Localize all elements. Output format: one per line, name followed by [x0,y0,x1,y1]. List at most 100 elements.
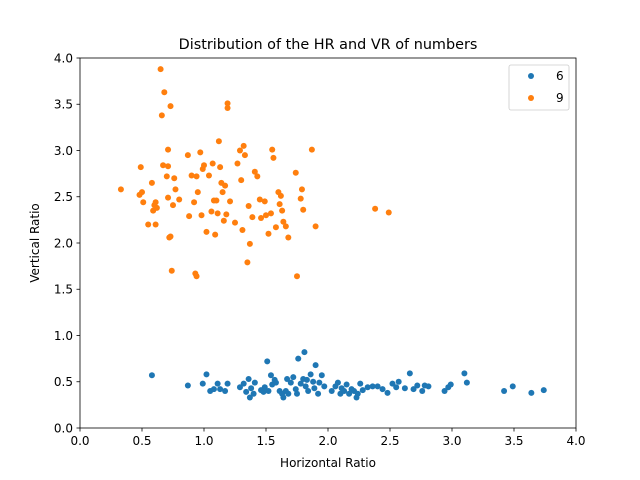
data-point [308,146,315,153]
data-point [301,349,308,356]
data-point [251,379,258,386]
data-point [249,214,256,221]
data-point [280,218,287,225]
data-point [236,147,243,154]
y-tick-label: 1.5 [54,283,73,297]
data-point [240,380,247,387]
x-tick-label: 1.0 [194,434,213,448]
data-point [203,371,210,378]
data-point [219,189,226,196]
data-point [540,387,547,394]
data-point [265,388,272,394]
data-point [214,380,221,387]
data-point [509,383,516,390]
y-tick-label: 2.0 [54,236,73,250]
data-point [140,199,147,206]
data-point [312,223,319,230]
data-point [501,388,508,394]
y-axis-label: Vertical Ratio [28,203,42,283]
data-point [168,267,175,274]
data-point [410,386,417,393]
data-point [385,209,392,216]
data-point [357,380,364,387]
data-point [372,205,379,212]
data-point [300,206,307,213]
data-point [447,381,454,388]
data-point [393,384,400,391]
data-point [294,390,300,397]
data-point [298,186,305,193]
data-point [224,380,231,387]
data-point [282,223,289,230]
data-point [188,172,195,179]
data-point [280,394,287,401]
data-point [186,213,193,220]
data-point [318,372,325,379]
data-point [213,197,220,204]
data-point [208,208,215,215]
data-point [198,212,205,219]
data-point [163,173,170,180]
data-point [279,207,286,214]
y-tick-label: 1.0 [54,329,73,343]
data-point [285,234,292,241]
data-point [145,221,152,228]
data-point [328,388,335,394]
data-point [303,376,310,383]
legend-marker-9 [528,95,534,101]
legend-box [508,64,570,111]
data-point [245,203,252,209]
x-tick-label: 4.0 [566,434,585,448]
data-point [158,112,165,119]
data-point [160,162,167,169]
data-point [227,198,234,205]
data-point [374,383,381,390]
data-point [334,379,341,386]
data-point [315,390,322,397]
x-tick-label: 0.0 [70,434,89,448]
data-point [176,196,183,203]
y-tick-label: 3.0 [54,144,73,158]
data-point [223,211,230,218]
data-point [269,146,276,153]
data-point [258,387,265,394]
data-point [295,355,302,362]
data-point [209,160,216,167]
data-point [321,383,328,390]
data-point [277,192,284,199]
data-point [256,196,263,203]
x-axis-label: Horizontal Ratio [280,456,376,470]
y-axis: 0.0 0.5 1.0 1.5 2.0 2.5 3.0 3.5 4.0 [54,51,80,435]
data-point [205,172,212,179]
data-point [167,103,174,110]
data-point [117,186,124,193]
data-point [264,358,271,365]
data-point [292,169,299,176]
data-point [201,162,207,169]
data-point [463,379,470,386]
data-point [265,230,272,237]
data-point [165,163,172,170]
data-point [528,389,535,396]
data-point [406,370,413,377]
data-point [243,388,250,395]
x-tick-label: 1.5 [256,434,275,448]
points-layer [117,66,547,401]
data-point [395,378,402,385]
data-point [258,215,265,222]
data-point [236,384,243,391]
data-point [389,380,396,387]
data-point [224,100,231,107]
legend: 6 9 [508,64,570,111]
data-point [241,152,248,159]
data-point [214,210,221,217]
data-point [197,149,204,156]
data-point [341,388,348,394]
data-point [215,138,222,145]
series-6-points [148,349,547,401]
data-point [305,388,312,394]
data-point [292,386,299,393]
data-point [369,383,376,390]
data-point [270,154,277,161]
data-point [165,194,172,201]
